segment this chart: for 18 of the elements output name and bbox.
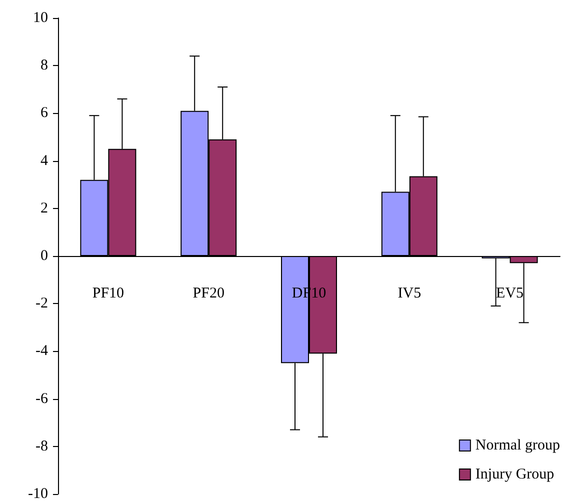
y-tick-label: -6 <box>36 390 48 407</box>
y-tick-label: 10 <box>33 10 48 26</box>
y-tick-label: 6 <box>40 105 48 122</box>
x-tick-label: DF10 <box>292 286 326 302</box>
y-tick-label: 2 <box>40 200 48 216</box>
x-tick-label: EV5 <box>496 286 524 302</box>
y-tick-label: 8 <box>40 58 48 74</box>
x-tick-label: PF10 <box>92 286 124 302</box>
y-tick-label: -10 <box>28 486 48 502</box>
legend-label: Injury Group <box>475 466 554 482</box>
y-tick-label: 0 <box>40 248 48 264</box>
y-tick-label: -2 <box>36 296 48 312</box>
y-tick-label: 4 <box>40 152 48 169</box>
legend-label: Normal group <box>475 438 560 454</box>
x-tick-label: IV5 <box>398 286 422 302</box>
y-tick-label: -8 <box>36 438 48 454</box>
x-tick-label: PF20 <box>192 286 224 302</box>
y-tick-label: -4 <box>36 343 48 360</box>
